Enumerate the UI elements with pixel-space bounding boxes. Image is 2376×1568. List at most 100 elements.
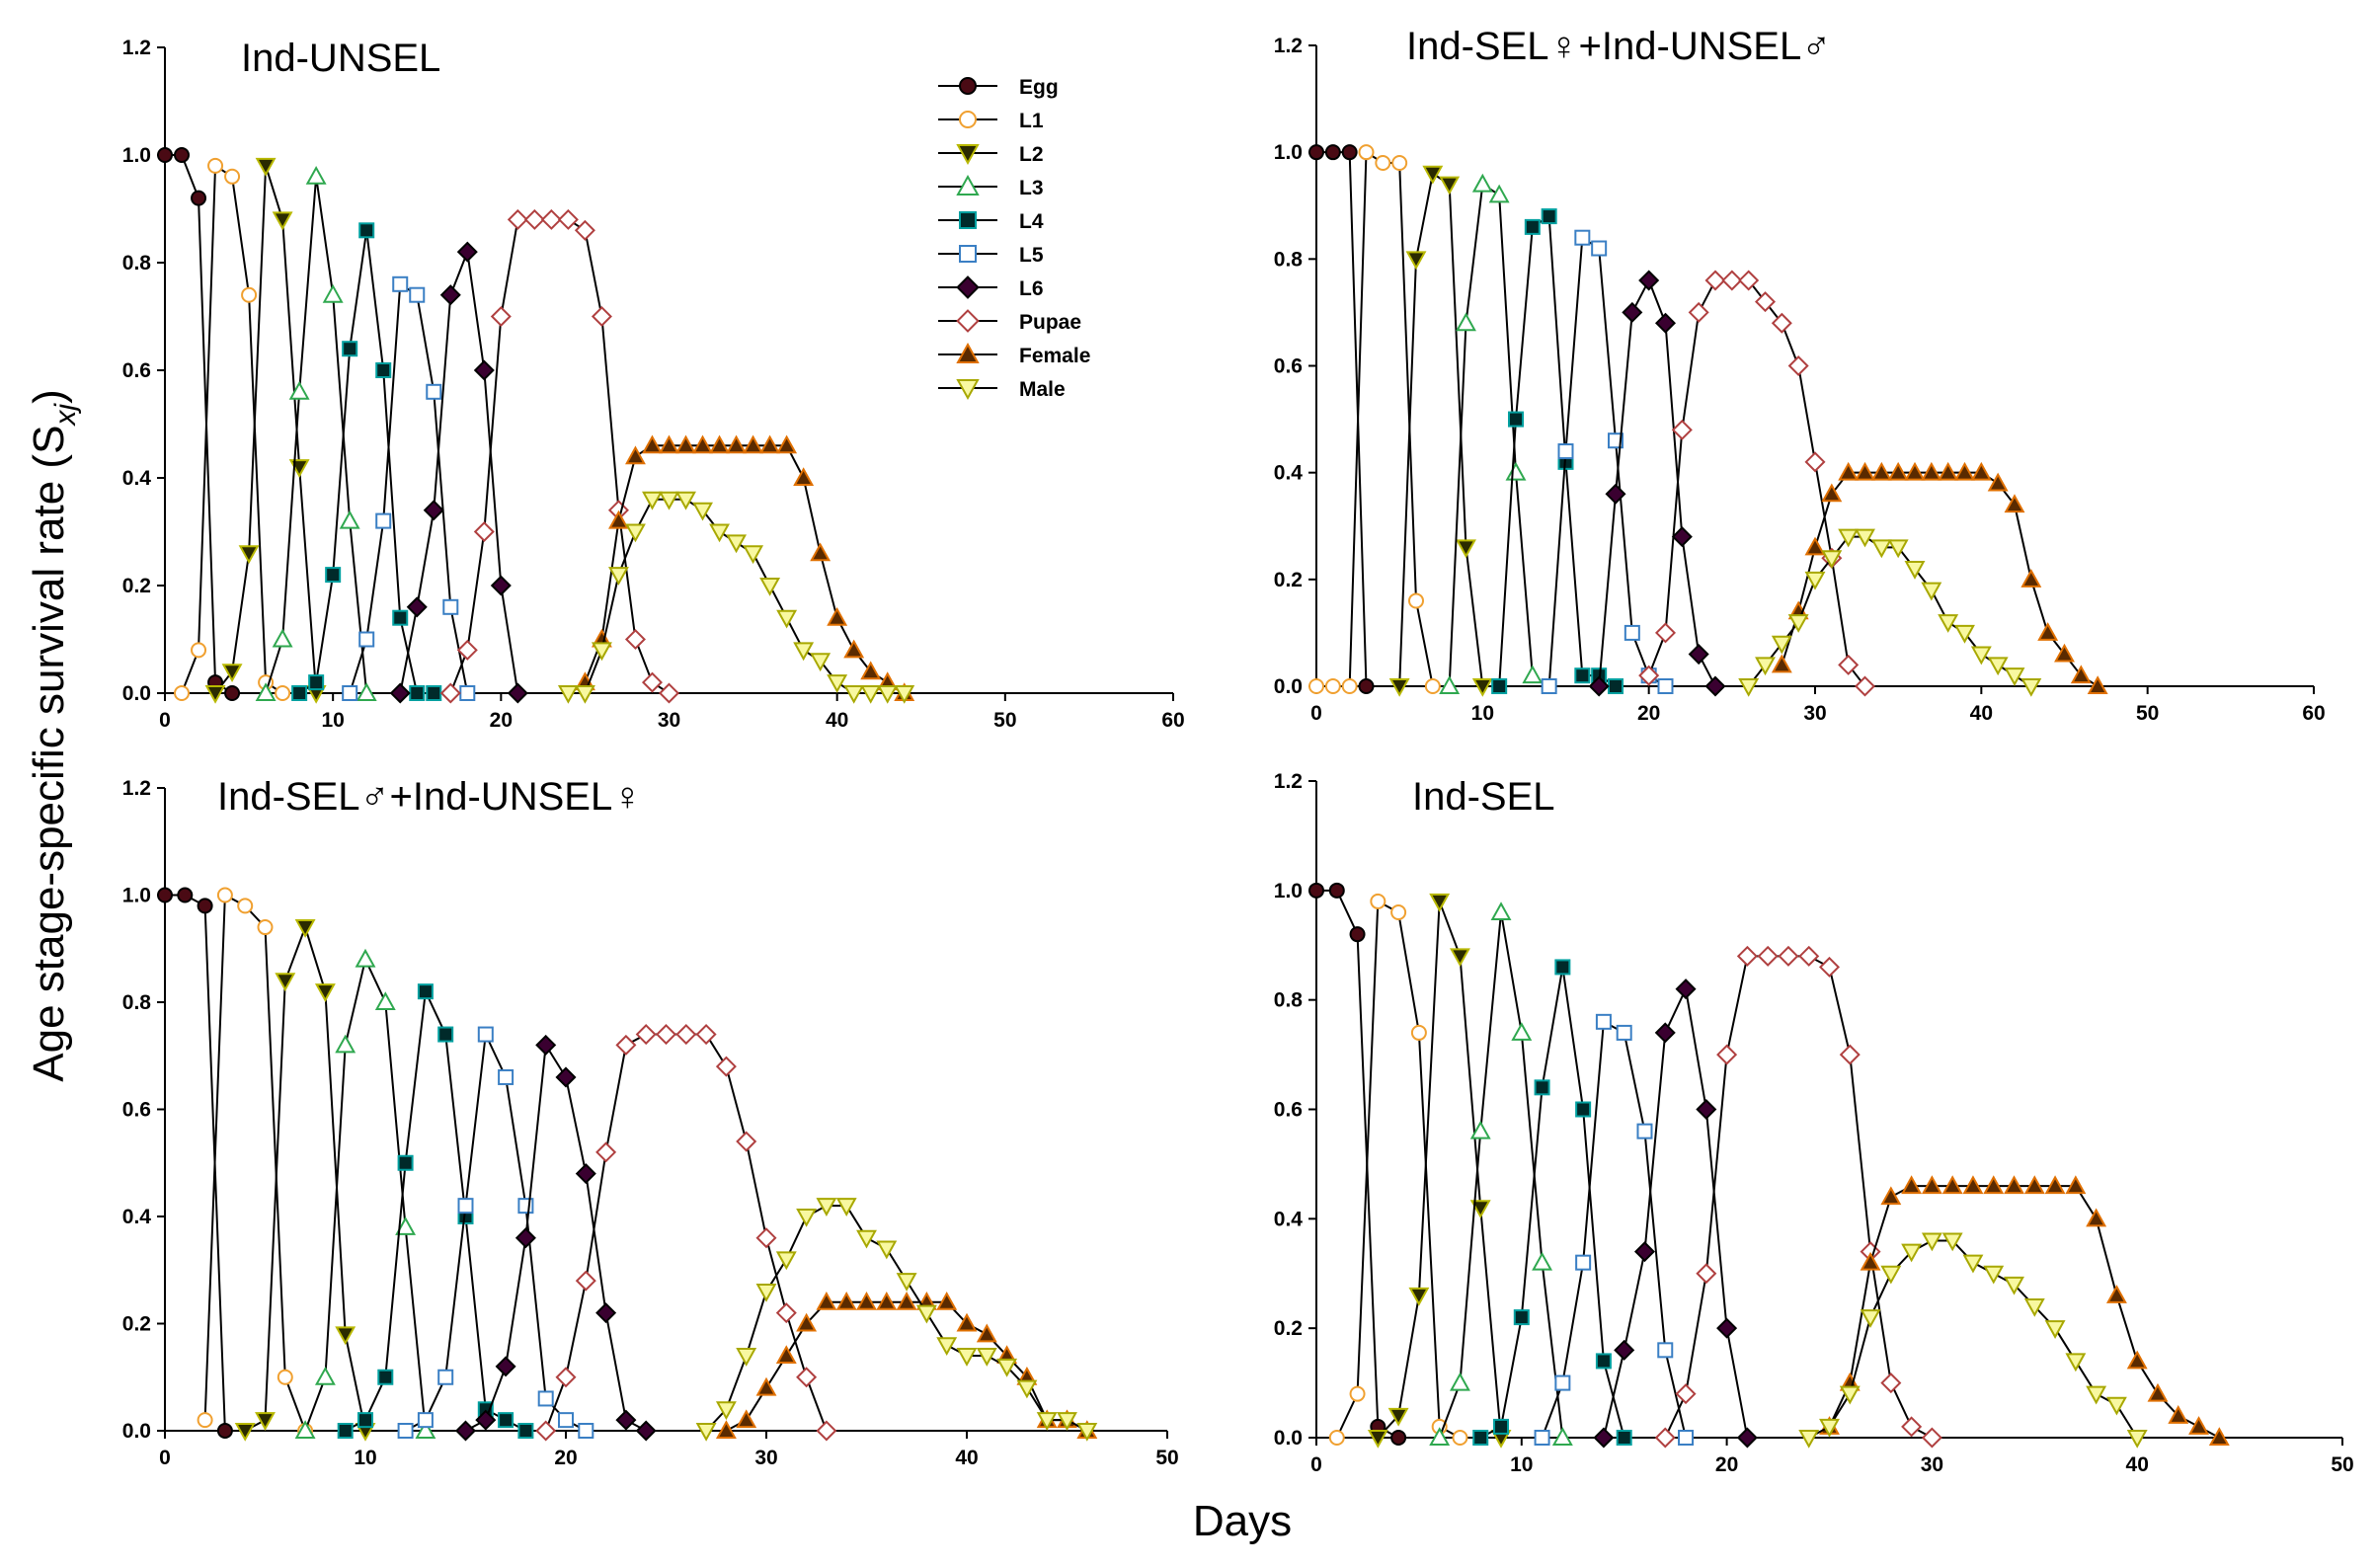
legend-label: L3	[1019, 177, 1044, 199]
data-point	[856, 1229, 877, 1249]
data-point	[1593, 1427, 1615, 1449]
data-point	[675, 491, 696, 510]
data-point	[358, 222, 375, 239]
data-point	[2044, 1320, 2066, 1339]
data-point	[1938, 461, 1959, 481]
data-point	[1575, 1101, 1592, 1118]
y-tick-label: 1.2	[1274, 35, 1303, 57]
data-point	[555, 1367, 577, 1388]
data-point	[936, 1291, 958, 1310]
data-point	[477, 1026, 494, 1043]
data-point	[255, 1412, 276, 1431]
data-point	[558, 1412, 574, 1429]
data-point	[515, 1227, 536, 1249]
data-point	[397, 1154, 414, 1171]
data-point	[1970, 646, 1992, 666]
data-point	[1408, 1287, 1430, 1306]
data-point	[1671, 526, 1693, 548]
y-tick-label: 1.0	[122, 144, 151, 167]
data-point	[423, 500, 444, 521]
data-point	[1522, 665, 1544, 684]
data-point	[1608, 432, 1624, 449]
data-point	[1704, 270, 1726, 291]
data-point	[1469, 1120, 1491, 1139]
data-point	[1488, 184, 1510, 203]
data-point	[915, 1304, 937, 1324]
data-point	[574, 219, 595, 241]
data-point	[1787, 354, 1809, 377]
data-point	[288, 380, 310, 400]
data-point	[275, 973, 296, 992]
series-pupae	[535, 1024, 837, 1442]
data-point	[1511, 1022, 1533, 1041]
legend-entry-l4: L4	[938, 210, 1044, 233]
data-point	[796, 1312, 818, 1332]
data-point	[1633, 1241, 1655, 1263]
y-tick-label: 0.8	[122, 252, 152, 274]
data-point	[255, 157, 277, 177]
y-tick-label: 0.0	[1274, 1427, 1303, 1450]
x-tick-label: 60	[2302, 702, 2325, 725]
series-male	[557, 491, 915, 704]
series-female	[1771, 461, 2108, 694]
data-point	[1574, 229, 1591, 246]
data-point	[1375, 154, 1391, 171]
data-point	[1390, 1430, 1407, 1446]
x-tick-label: 0	[159, 709, 171, 732]
legend-label: Female	[1019, 345, 1090, 367]
legend-entry-female: Female	[938, 342, 1090, 367]
data-point	[1036, 1412, 1058, 1431]
y-tick-label: 0.2	[1274, 1317, 1303, 1340]
legend-marker	[956, 275, 980, 299]
data-point	[1469, 1200, 1491, 1219]
y-tick-label: 1.2	[122, 37, 151, 59]
data-point	[557, 685, 579, 704]
data-point	[1818, 956, 1841, 978]
data-point	[615, 1409, 637, 1431]
data-point	[2004, 1276, 2024, 1295]
series-line	[203, 893, 307, 1432]
data-point	[736, 1131, 757, 1152]
data-point	[695, 1024, 717, 1046]
data-point	[755, 1376, 777, 1396]
data-point	[574, 685, 595, 704]
data-point	[1904, 461, 1926, 481]
panel-title: Ind-SEL♂+Ind-UNSEL♀	[217, 775, 642, 819]
data-point	[456, 241, 478, 263]
data-point	[642, 434, 663, 454]
data-point	[1341, 144, 1358, 161]
data-point	[1422, 165, 1444, 185]
data-point	[426, 383, 442, 400]
data-point	[1721, 270, 1743, 291]
data-point	[578, 1423, 594, 1439]
data-point	[417, 983, 434, 1000]
y-tick-label: 0.2	[122, 575, 151, 597]
data-point	[659, 491, 679, 510]
series-line	[1448, 182, 1534, 687]
y-tick-label: 0.6	[122, 359, 151, 382]
series-line	[1498, 214, 1617, 687]
data-point	[204, 685, 226, 704]
data-point	[775, 1251, 797, 1271]
data-point	[272, 211, 293, 231]
y-tick-label: 0.6	[1274, 355, 1303, 378]
series-l4	[337, 983, 534, 1439]
data-point	[1541, 208, 1557, 225]
data-point	[1452, 1430, 1468, 1446]
data-point	[1456, 312, 1476, 332]
data-point	[896, 1291, 917, 1310]
series-l5	[342, 275, 476, 701]
data-point	[1016, 1379, 1038, 1399]
series-line	[214, 165, 318, 694]
x-tick-label: 40	[826, 709, 848, 732]
data-point	[1605, 483, 1626, 505]
data-point	[498, 1412, 515, 1429]
data-point	[437, 1369, 454, 1385]
data-point	[726, 534, 748, 554]
data-point	[439, 284, 461, 306]
series-l6	[1593, 979, 1758, 1449]
series-line	[1781, 471, 2099, 687]
data-point	[2020, 569, 2042, 588]
chart-panel-3: 0.0 0.2 0.4 0.6 0.8 1.0 1.2 0 10 20 30 40 50 Ind-SEL♂…	[122, 775, 1179, 1469]
data-point	[835, 1198, 857, 1216]
